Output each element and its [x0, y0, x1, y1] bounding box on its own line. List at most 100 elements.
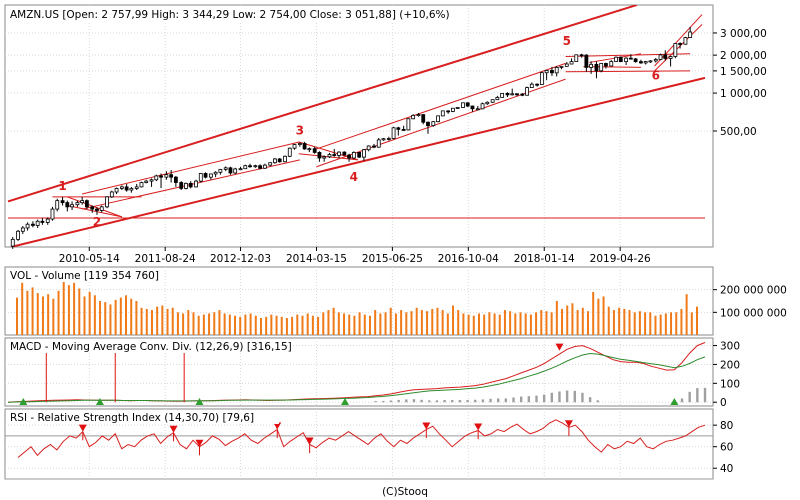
- wave-label: 2: [93, 215, 101, 229]
- volume-bar: [394, 313, 397, 335]
- volume-bar: [524, 313, 527, 335]
- candle-body: [614, 56, 618, 62]
- volume-bar: [457, 310, 460, 335]
- macd-histogram-bar: [374, 401, 377, 403]
- volume-bar: [576, 310, 579, 335]
- volume-bar: [301, 315, 304, 335]
- candle-body: [198, 173, 203, 182]
- volume-bar: [296, 314, 299, 335]
- candle: [614, 56, 618, 62]
- candle: [658, 53, 663, 61]
- volume-bar: [234, 315, 237, 335]
- candle-body: [663, 54, 668, 59]
- volume-bar: [192, 312, 195, 335]
- candle-body: [347, 154, 351, 159]
- volume-bar: [696, 306, 698, 335]
- volume-bar: [348, 314, 351, 335]
- candle-body: [184, 182, 188, 189]
- candle: [436, 115, 440, 123]
- candle: [648, 60, 653, 63]
- volume-bar: [223, 313, 226, 335]
- candle-body: [45, 218, 50, 223]
- candle-body: [248, 165, 252, 168]
- macd-tick-label: 100: [720, 378, 740, 390]
- volume-bar: [446, 313, 449, 335]
- candle: [223, 166, 228, 172]
- volume-bar: [420, 310, 423, 335]
- volume-bar: [586, 311, 589, 335]
- candle: [515, 93, 519, 97]
- candle-body: [520, 93, 525, 96]
- candle: [179, 181, 184, 191]
- volume-bar: [337, 312, 340, 335]
- volume-bar: [239, 316, 242, 335]
- sell-marker-icon: [474, 423, 483, 431]
- volume-y-axis: 200 000 000 100 000 000: [713, 285, 787, 319]
- macd-histogram-bar: [596, 400, 599, 403]
- candle: [461, 102, 465, 108]
- candle: [134, 183, 139, 191]
- candle-body: [500, 92, 505, 98]
- macd-histogram-bar: [696, 388, 699, 403]
- candle-body: [50, 208, 55, 220]
- candle-body: [243, 165, 248, 170]
- candle-body: [589, 63, 594, 68]
- volume-bar: [119, 297, 122, 335]
- rsi-panel: 80 60 40 RSI - Relative Strength Index (14…: [4, 408, 733, 480]
- candle-body: [510, 93, 515, 96]
- macd-histogram: [374, 387, 707, 403]
- candle: [31, 221, 35, 228]
- volume-bar: [213, 312, 216, 335]
- rsi-signal-markers: [78, 420, 573, 456]
- candle: [164, 171, 169, 180]
- candle-body: [173, 176, 178, 183]
- price-grid: [5, 5, 713, 247]
- candle-body: [119, 186, 124, 189]
- volume-bar: [265, 316, 268, 335]
- volume-bar: [78, 288, 81, 335]
- volume-bar: [467, 314, 470, 335]
- volume-bar: [322, 312, 325, 335]
- volume-bar: [618, 307, 621, 335]
- candle: [618, 56, 623, 63]
- macd-histogram-bar: [481, 399, 485, 403]
- candle-body: [594, 63, 599, 72]
- candle-body: [683, 37, 688, 45]
- candle: [218, 168, 223, 175]
- candle-body: [154, 175, 159, 181]
- candle-body: [55, 200, 60, 210]
- candle-body: [149, 179, 154, 182]
- candle: [159, 173, 163, 189]
- candle: [525, 86, 529, 96]
- macd-histogram-bar: [474, 399, 477, 403]
- candle: [663, 50, 668, 61]
- candle: [381, 137, 386, 141]
- wave-labels: 1 2 3 4 5 6: [58, 34, 660, 229]
- candle-body: [386, 138, 391, 140]
- copyright: (C)Stooq: [382, 486, 428, 498]
- candle-body: [99, 206, 104, 211]
- volume-bar: [654, 315, 657, 335]
- candle-body: [90, 206, 95, 210]
- candle-body: [450, 107, 455, 112]
- macd-signal-line: [7, 352, 706, 403]
- candle: [421, 114, 426, 125]
- price-title-bg: [7, 7, 447, 22]
- candle-body: [639, 61, 643, 64]
- macd-tick-label: 300: [720, 341, 740, 353]
- candle: [505, 92, 510, 98]
- candle: [60, 196, 65, 206]
- volume-bar: [275, 315, 278, 335]
- volume-bar: [249, 313, 252, 335]
- candle-body: [465, 102, 470, 107]
- candle-body: [688, 31, 693, 38]
- volume-bar: [327, 310, 330, 335]
- candle-body: [599, 63, 604, 72]
- candle: [184, 182, 188, 190]
- candle-body: [179, 182, 184, 189]
- candle-body: [262, 164, 267, 169]
- volume-bar: [509, 311, 512, 335]
- volume-bar: [550, 312, 553, 335]
- volume-bar: [561, 308, 564, 335]
- candle-body: [228, 167, 233, 174]
